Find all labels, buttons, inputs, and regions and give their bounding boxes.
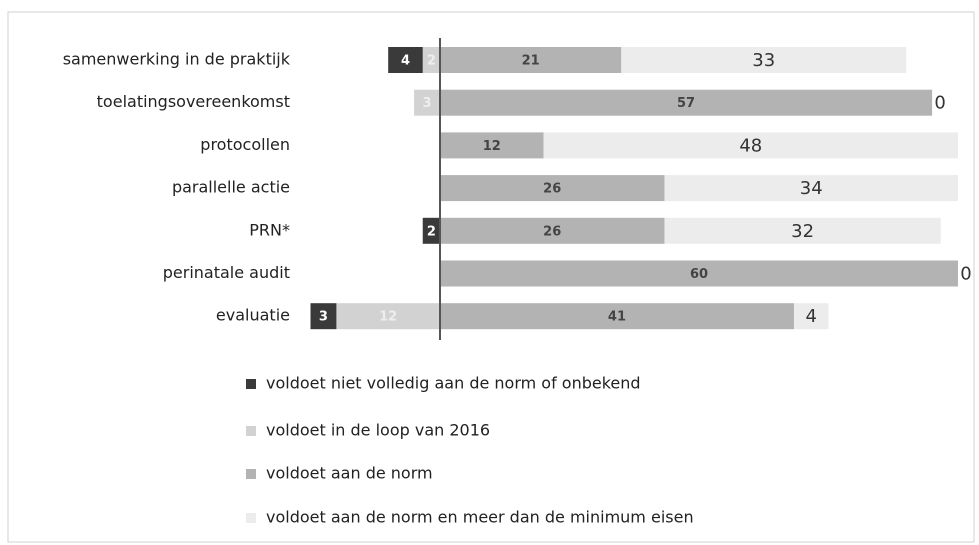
legend-label: voldoet niet volledig aan de norm of onb… [266, 374, 641, 393]
value-label: 32 [791, 221, 814, 242]
legend-swatch [246, 513, 256, 523]
legend-label: voldoet aan de norm en meer dan de minim… [266, 508, 694, 527]
bar-segment [388, 47, 423, 73]
category-label: perinatale audit [163, 263, 290, 282]
legend-label: voldoet in de loop van 2016 [266, 421, 490, 440]
legend-swatch [246, 379, 256, 389]
value-label: 26 [543, 224, 561, 239]
category-label: samenwerking in de praktijk [63, 50, 291, 69]
value-label: 3 [423, 96, 432, 111]
value-label: 26 [543, 182, 561, 197]
bar-segment [414, 89, 440, 116]
value-label: 2 [427, 224, 436, 239]
value-label: 34 [800, 178, 823, 199]
value-label: 41 [608, 310, 626, 325]
value-label: 21 [522, 54, 540, 69]
value-label: 48 [739, 135, 762, 156]
value-label: 2 [427, 54, 436, 69]
category-label: parallelle actie [172, 178, 290, 197]
value-label: 57 [677, 96, 695, 111]
value-label: 12 [379, 310, 397, 325]
category-label: evaluatie [216, 306, 290, 325]
value-label: 4 [401, 54, 410, 69]
value-label: 0 [960, 264, 971, 285]
bar-segment [310, 303, 337, 330]
bar-segment [440, 89, 933, 116]
bar-segment [422, 47, 440, 73]
category-label: protocollen [200, 135, 290, 154]
bar-segment [440, 47, 622, 73]
bar-segment [664, 217, 941, 244]
category-label: toelatingsovereenkomst [97, 92, 290, 111]
value-label: 0 [934, 93, 945, 114]
value-label: 4 [806, 306, 817, 327]
category-label: PRN* [249, 220, 290, 239]
value-label: 60 [690, 267, 708, 282]
bar-segment [440, 217, 665, 244]
legend-swatch [246, 426, 256, 436]
legend-swatch [246, 469, 256, 479]
value-label: 33 [752, 50, 775, 71]
bar-segment [440, 303, 794, 330]
value-label: 12 [483, 139, 501, 154]
bar-segment [621, 47, 907, 73]
value-label: 3 [319, 310, 328, 325]
bar-segment [543, 132, 958, 159]
bar-segment [793, 303, 829, 330]
legend-label: voldoet aan de norm [266, 464, 433, 483]
bar-segment [664, 175, 958, 202]
bar-segment [336, 303, 440, 330]
bar-segment [440, 132, 544, 159]
bar-segment [440, 175, 665, 202]
bar-segment [440, 260, 958, 287]
chart-frame [7, 11, 975, 543]
bar-segment [422, 217, 440, 244]
